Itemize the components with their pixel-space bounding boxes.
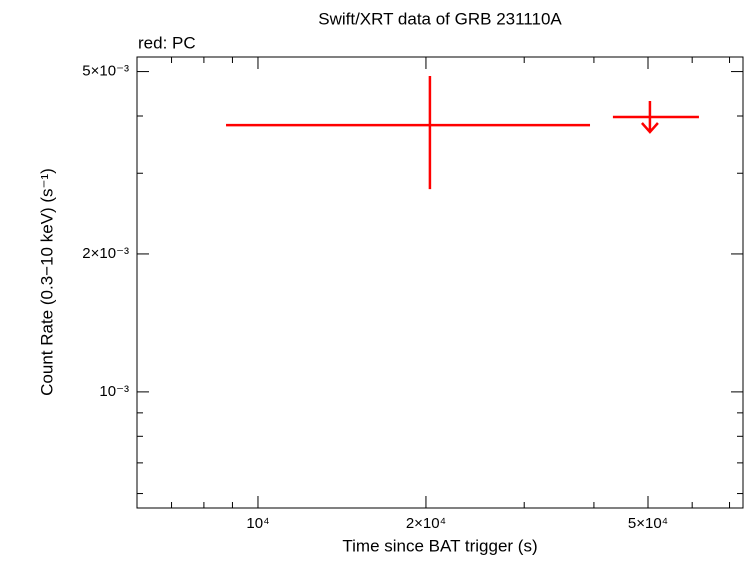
legend-label: red: PC <box>138 33 196 52</box>
upper-limit-arrow <box>640 100 659 134</box>
y-axis-label: Count Rate (0.3−10 keV) (s⁻¹) <box>37 168 56 396</box>
y-tick-label: 2×10⁻³ <box>82 245 129 262</box>
plot-frame <box>136 56 744 509</box>
x-tick-label: 5×10⁴ <box>628 515 668 532</box>
x-axis-label: Time since BAT trigger (s) <box>342 536 537 555</box>
x-tick-label: 2×10⁴ <box>406 515 446 532</box>
y-tick-label: 10⁻³ <box>99 383 129 400</box>
y-tick-label: 5×10⁻³ <box>82 63 129 80</box>
x-tick-label: 10⁴ <box>246 515 269 532</box>
chart-title: Swift/XRT data of GRB 231110A <box>318 9 562 28</box>
